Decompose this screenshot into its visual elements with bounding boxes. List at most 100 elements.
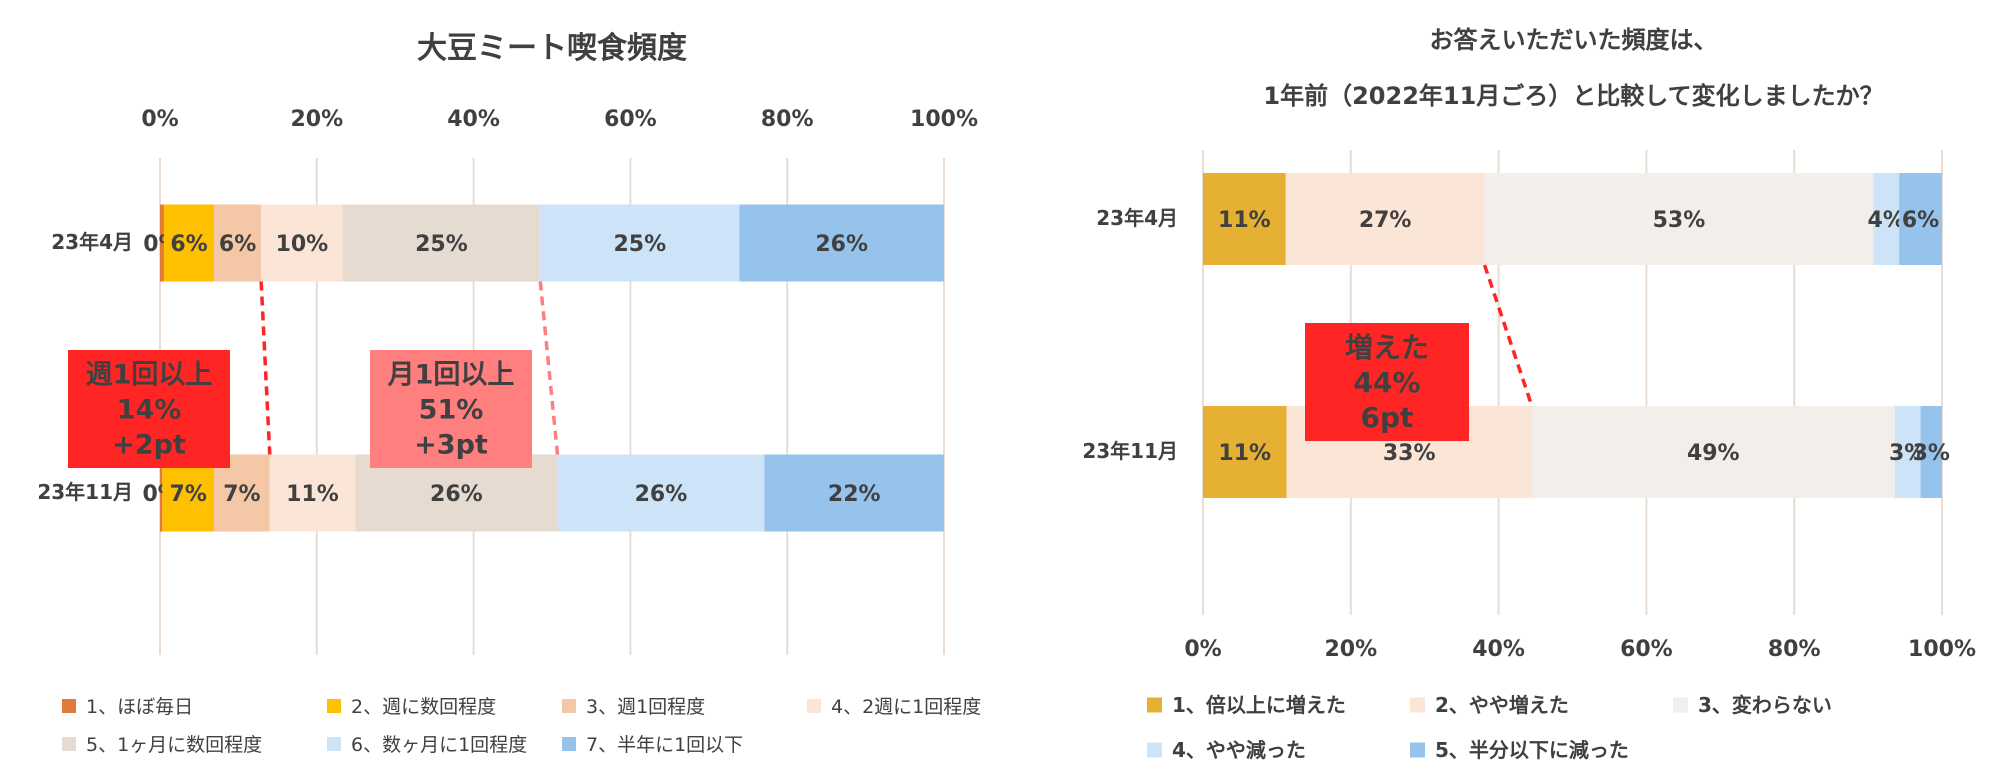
- callout-box: [370, 350, 532, 468]
- category-label: 23年11月: [1082, 439, 1178, 463]
- bar-segment: [342, 204, 541, 282]
- data-label: 3%: [1889, 441, 1926, 466]
- data-label: 6%: [219, 232, 256, 257]
- legend-swatch: [1673, 697, 1688, 713]
- callout-text: 月1回以上: [387, 360, 515, 391]
- bar-segment: [1203, 173, 1286, 265]
- tick-label: 0%: [1184, 637, 1221, 662]
- legend-label: 4、2週に1回程度: [831, 696, 981, 718]
- bar-segment: [1894, 406, 1921, 498]
- legend-swatch: [62, 699, 76, 713]
- legend-label: 5、1ヶ月に数回程度: [86, 734, 262, 756]
- callout-text: 週1回以上: [86, 360, 213, 391]
- tick-label: 20%: [1324, 637, 1377, 662]
- category-label: 23年11月: [37, 480, 133, 504]
- legend-swatch: [327, 737, 341, 751]
- data-label: 7%: [223, 482, 260, 507]
- legend-label: 7、半年に1回以下: [586, 734, 743, 756]
- tick-label: 80%: [1768, 637, 1821, 662]
- data-label: 3%: [1913, 441, 1950, 466]
- bar-segment: [557, 454, 765, 532]
- legend-label: 4、やや減った: [1172, 738, 1306, 762]
- tick-label: 100%: [910, 107, 978, 132]
- bar-segment: [540, 204, 740, 282]
- legend-swatch: [62, 737, 76, 751]
- bar-segment: [1203, 406, 1287, 498]
- connector-line: [259, 281, 272, 455]
- legend-label: 1、ほぼ毎日: [86, 696, 193, 718]
- bar-segment: [261, 204, 343, 282]
- legend-swatch: [807, 699, 821, 713]
- data-label: 11%: [286, 482, 339, 507]
- bar-segment: [163, 204, 215, 282]
- bar-segment: [1531, 406, 1895, 498]
- data-label: 27%: [1359, 208, 1412, 233]
- legend-swatch: [562, 699, 576, 713]
- legend-swatch: [327, 699, 341, 713]
- bar-segment: [1484, 173, 1874, 265]
- data-label: 25%: [613, 232, 666, 257]
- legend-label: 2、やや増えた: [1435, 693, 1569, 717]
- connector-line: [538, 281, 560, 455]
- data-label: 53%: [1653, 208, 1706, 233]
- tick-label: 100%: [1908, 637, 1976, 662]
- tick-label: 60%: [604, 107, 657, 132]
- legend-label: 5、半分以下に減った: [1435, 738, 1629, 762]
- legend-swatch: [1410, 697, 1425, 713]
- connector-line: [1482, 264, 1534, 407]
- legend-swatch: [1410, 742, 1425, 758]
- data-label: 26%: [815, 232, 868, 257]
- data-label: 49%: [1687, 441, 1740, 466]
- data-label: 11%: [1218, 441, 1271, 466]
- callout-box: [1305, 323, 1469, 441]
- bar-segment: [1920, 406, 1942, 498]
- callout-text: +2pt: [112, 430, 186, 461]
- bar-segment: [1285, 173, 1485, 265]
- data-label: 11%: [1218, 208, 1271, 233]
- legend-swatch: [1147, 742, 1162, 758]
- data-label: 26%: [635, 482, 688, 507]
- bar-segment: [764, 454, 944, 532]
- bar-segment: [160, 204, 164, 282]
- legend-swatch: [562, 737, 576, 751]
- data-label: 4%: [1868, 208, 1905, 233]
- callout-text: +3pt: [414, 430, 488, 461]
- data-label: 10%: [276, 232, 329, 257]
- bar-segment: [214, 204, 262, 282]
- legend-swatch: [1147, 697, 1162, 713]
- tick-label: 40%: [447, 107, 500, 132]
- callout-text: 6pt: [1361, 401, 1414, 434]
- bar-segment: [1899, 173, 1942, 265]
- tick-label: 40%: [1472, 637, 1525, 662]
- callout-text: 44%: [1353, 366, 1420, 399]
- data-label: 33%: [1383, 441, 1436, 466]
- legend-label: 1、倍以上に増えた: [1172, 693, 1346, 717]
- callout-text: 51%: [419, 395, 484, 426]
- bar-segment: [269, 454, 356, 532]
- callout-text: 増えた: [1345, 331, 1429, 364]
- data-label: 25%: [415, 232, 468, 257]
- callout-text: 14%: [117, 395, 182, 426]
- tick-label: 0%: [141, 107, 178, 132]
- data-label: 26%: [430, 482, 483, 507]
- data-label: 6%: [1902, 208, 1939, 233]
- bar-segment: [160, 454, 163, 532]
- legend-label: 3、週1回程度: [586, 696, 705, 718]
- bar-segment: [1873, 173, 1900, 265]
- tick-label: 60%: [1620, 637, 1673, 662]
- callout-box: [68, 350, 230, 468]
- tick-label: 20%: [290, 107, 343, 132]
- chart-title-line: 1年前（2022年11月ごろ）と比較して変化しましたか？: [1263, 82, 1883, 110]
- legend-label: 3、変わらない: [1698, 693, 1832, 717]
- chart-panel-2: お答えいただいた頻度は、 1年前（2022年11月ごろ）と比較して変化しましたか？…: [1082, 26, 1976, 762]
- data-label: 7%: [170, 482, 207, 507]
- data-label: 6%: [170, 232, 207, 257]
- tick-label: 80%: [761, 107, 814, 132]
- chart-title-line: お答えいただいた頻度は、: [1430, 26, 1718, 54]
- legend-label: 2、週に数回程度: [351, 696, 496, 718]
- data-label: 22%: [828, 482, 881, 507]
- chart-title: 大豆ミート喫食頻度: [417, 31, 687, 66]
- bar-segment: [739, 204, 944, 282]
